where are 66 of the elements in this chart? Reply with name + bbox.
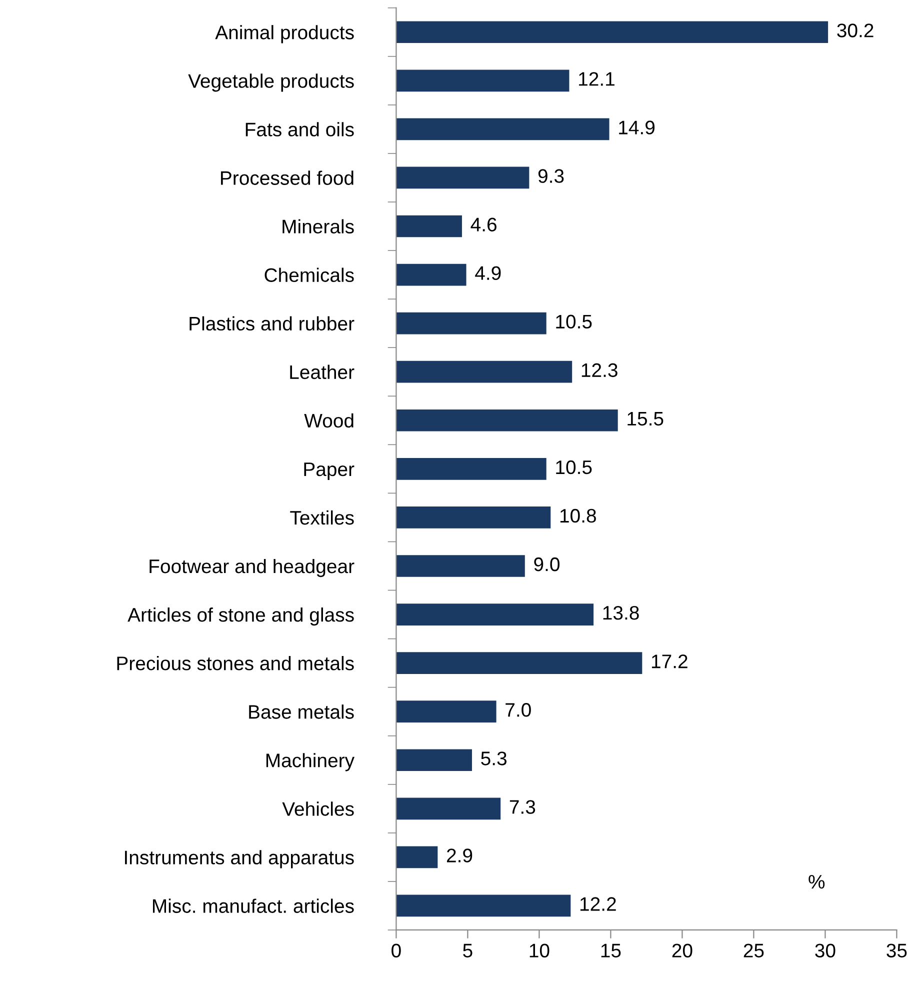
y-tick-label: Paper <box>304 462 354 480</box>
data-label: 5.3 <box>481 752 506 766</box>
bar <box>396 846 438 868</box>
data-label: 14.9 <box>619 120 655 134</box>
bar <box>396 894 571 917</box>
y-tick-label: Textiles <box>290 510 354 525</box>
y-tick-label: Precious stones and metals <box>117 656 354 670</box>
data-label: 10.8 <box>560 508 596 523</box>
y-tick-label: Wood <box>304 413 354 428</box>
bar <box>396 166 530 189</box>
bar <box>396 360 572 383</box>
bar <box>396 312 546 334</box>
bar <box>396 70 570 92</box>
bar <box>396 604 594 626</box>
data-label: 2.9 <box>446 848 472 862</box>
data-label: 4.9 <box>475 266 501 280</box>
annotation: % <box>808 875 825 889</box>
y-tick-label: Vehicles <box>282 802 354 816</box>
y-tick-label: Vegetable products <box>188 74 354 92</box>
data-label: 13.8 <box>603 606 639 620</box>
data-label: 17.2 <box>652 654 688 668</box>
bar <box>396 700 496 723</box>
data-label: 4.6 <box>470 218 496 232</box>
x-tick-label: 35 <box>886 944 907 958</box>
bar <box>396 749 472 772</box>
bar <box>396 555 525 577</box>
y-tick-label: Plastics and rubber <box>190 316 354 331</box>
bar <box>396 264 466 286</box>
y-tick-label: Instruments and apparatus <box>125 850 354 868</box>
y-tick-label: Fats and oils <box>246 122 354 136</box>
data-label: 9.0 <box>534 557 560 572</box>
data-label: 15.5 <box>628 412 664 426</box>
x-tick-label: 25 <box>744 944 764 958</box>
y-tick-label: Animal products <box>215 25 354 44</box>
y-tick-label: Leather <box>290 364 354 380</box>
data-label: 10.5 <box>556 460 592 474</box>
y-tick-label: Footwear and headgear <box>150 558 354 578</box>
data-label: 12.2 <box>580 897 616 911</box>
x-tick-label: 20 <box>672 944 692 958</box>
y-tick-label: Machinery <box>266 753 354 772</box>
x-tick-label: 10 <box>530 944 550 958</box>
x-tick-label: 30 <box>815 944 836 958</box>
data-label: 7.0 <box>506 703 531 717</box>
y-tick-label: Articles of stone and glass <box>128 607 354 626</box>
data-label: 30.2 <box>837 24 874 38</box>
bar <box>396 409 618 432</box>
bar <box>396 118 610 140</box>
bar <box>396 506 551 528</box>
bar <box>396 458 546 480</box>
y-tick-label: Minerals <box>282 219 354 234</box>
y-tick-label: Base metals <box>249 704 354 719</box>
x-tick-label: 15 <box>601 944 621 958</box>
data-label: 7.3 <box>510 800 536 814</box>
bar <box>396 215 462 238</box>
y-tick-label: Chemicals <box>264 268 354 282</box>
x-tick-label: 5 <box>463 944 472 958</box>
bar <box>396 798 501 820</box>
bar <box>396 21 828 44</box>
bar <box>396 652 642 674</box>
y-tick-label: Processed food <box>221 170 354 185</box>
data-label: 10.5 <box>556 314 592 329</box>
data-label: 12.1 <box>579 72 614 86</box>
y-tick-label: Misc. manufact. articles <box>152 898 354 913</box>
data-label: 12.3 <box>582 363 618 378</box>
data-label: 9.3 <box>538 169 564 183</box>
x-tick-label: 0 <box>392 944 401 958</box>
